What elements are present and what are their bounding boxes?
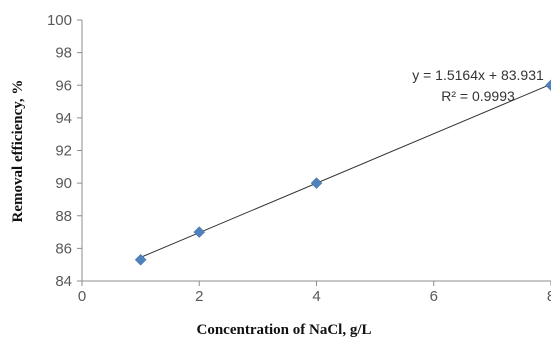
data-point [193, 226, 206, 238]
y-tick-labels: 84 86 88 90 92 94 96 98 100 [47, 12, 82, 290]
x-tick-label: 8 [547, 288, 551, 305]
y-axis-title: Removal efficiency, % [10, 80, 26, 223]
trendline-equation: y = 1.5164x + 83.931 [412, 67, 544, 83]
data-point [134, 253, 147, 266]
x-tick-label: 6 [430, 288, 438, 305]
data-points [134, 79, 551, 266]
data-point [310, 177, 323, 189]
x-tick-label: 4 [312, 288, 320, 305]
y-tick-label: 90 [55, 175, 72, 192]
x-axis-title: Concentration of NaCl, g/L [197, 322, 372, 338]
y-tick-label: 88 [55, 208, 72, 225]
axes [81, 20, 551, 282]
x-tick-label: 2 [195, 288, 203, 305]
y-tick-label: 98 [55, 45, 72, 62]
y-tick-label: 92 [55, 143, 72, 160]
data-point [545, 79, 551, 92]
y-tick-label: 86 [55, 240, 72, 257]
y-tick-label: 94 [55, 110, 72, 127]
y-tick-label: 100 [47, 12, 72, 29]
y-tick-label: 96 [55, 77, 72, 94]
r-squared-label: R² = 0.9993 [441, 88, 515, 104]
x-tick-labels: 0 2 4 6 8 [78, 281, 551, 305]
trendline [140, 83, 551, 258]
x-tick-label: 0 [78, 288, 86, 305]
y-tick-label: 84 [55, 273, 72, 290]
